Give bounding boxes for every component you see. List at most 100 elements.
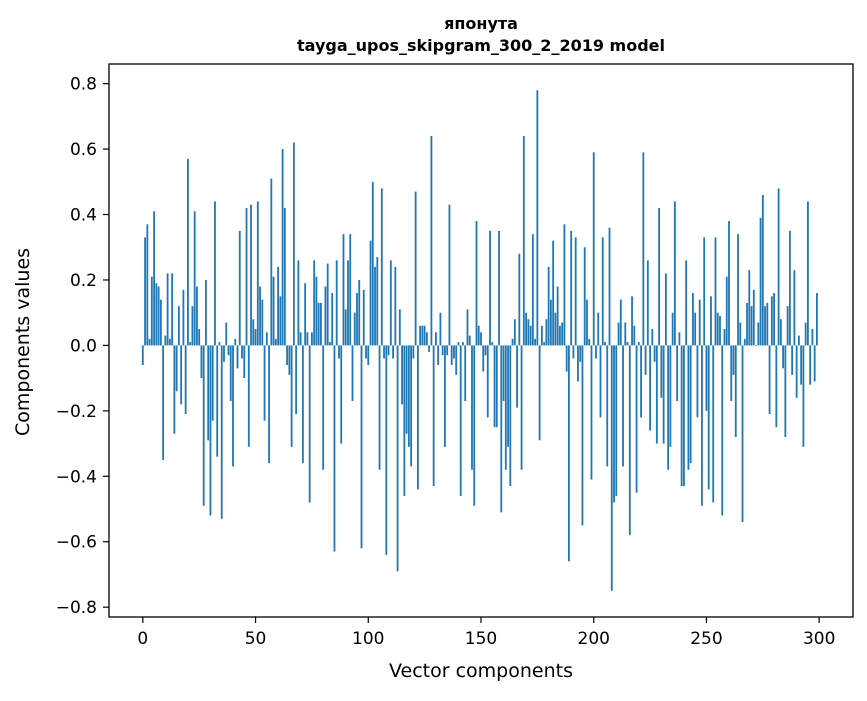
bar-34 xyxy=(218,342,221,346)
bar-72 xyxy=(304,283,307,346)
x-tick-label: 50 xyxy=(245,629,267,649)
bar-49 xyxy=(252,319,255,346)
bar-162 xyxy=(507,345,509,447)
bar-150 xyxy=(480,332,482,346)
bar-152 xyxy=(484,345,487,356)
bar-25 xyxy=(198,329,201,346)
bar-141 xyxy=(459,345,462,496)
bar-257 xyxy=(721,345,724,516)
bar-127 xyxy=(428,345,431,352)
bar-169 xyxy=(522,135,525,346)
bar-71 xyxy=(301,345,304,464)
bar-168 xyxy=(520,345,523,470)
bar-214 xyxy=(624,322,627,346)
bar-19 xyxy=(184,345,187,415)
x-tick-label: 0 xyxy=(137,629,148,649)
bar-95 xyxy=(356,293,358,346)
x-tick-label: 250 xyxy=(690,629,722,649)
bar-153 xyxy=(486,345,489,418)
bar-180 xyxy=(547,266,550,346)
x-tick-label: 150 xyxy=(465,629,497,649)
bar-199 xyxy=(590,345,593,480)
bar-172 xyxy=(529,325,532,346)
bar-13 xyxy=(171,273,174,346)
bar-116 xyxy=(403,345,406,496)
bar-275 xyxy=(761,194,764,346)
bar-37 xyxy=(225,322,228,346)
bar-87 xyxy=(338,345,340,359)
bar-228 xyxy=(655,345,658,444)
bar-212 xyxy=(619,299,622,346)
bar-243 xyxy=(689,345,692,464)
bar-16 xyxy=(177,306,180,346)
bar-296 xyxy=(809,345,812,385)
bar-96 xyxy=(358,279,361,346)
x-axis-label: Vector components xyxy=(389,660,573,682)
bar-35 xyxy=(220,345,223,519)
bar-60 xyxy=(277,266,279,346)
bar-256 xyxy=(719,315,721,346)
bar-68 xyxy=(295,345,298,415)
bar-223 xyxy=(644,345,647,375)
bar-193 xyxy=(577,345,579,382)
bar-113 xyxy=(396,345,399,572)
bar-274 xyxy=(759,217,762,346)
bar-258 xyxy=(723,329,726,346)
bar-266 xyxy=(741,345,744,523)
bar-248 xyxy=(701,345,703,506)
bar-125 xyxy=(423,325,426,346)
bar-46 xyxy=(245,207,248,346)
bar-218 xyxy=(633,325,636,346)
bar-93 xyxy=(351,345,354,402)
bar-284 xyxy=(782,345,785,369)
bar-6 xyxy=(155,283,158,346)
bar-233 xyxy=(667,345,670,470)
bar-50 xyxy=(254,329,257,346)
bar-107 xyxy=(383,345,385,359)
bar-282 xyxy=(777,188,780,346)
bar-57 xyxy=(270,178,273,346)
bar-278 xyxy=(768,345,771,415)
bar-21 xyxy=(189,342,192,346)
chart-title-line1: японута xyxy=(444,14,518,33)
bar-130 xyxy=(435,332,437,346)
bar-151 xyxy=(482,345,485,372)
bar-292 xyxy=(800,345,803,385)
bar-42 xyxy=(236,345,239,369)
bar-86 xyxy=(335,260,338,346)
bar-175 xyxy=(536,90,539,346)
bar-54 xyxy=(263,345,266,421)
bar-146 xyxy=(471,345,473,470)
bar-252 xyxy=(710,296,712,346)
bar-288 xyxy=(791,345,794,375)
bar-62 xyxy=(281,149,284,346)
y-tick-label: 0.2 xyxy=(70,271,97,291)
bar-33 xyxy=(216,345,219,457)
bar-211 xyxy=(617,322,620,346)
bar-27 xyxy=(202,345,205,506)
y-tick-label: −0.6 xyxy=(56,533,97,553)
bar-119 xyxy=(410,345,413,467)
bar-283 xyxy=(779,319,782,346)
bar-176 xyxy=(538,345,541,441)
bar-293 xyxy=(802,345,805,447)
bar-154 xyxy=(489,230,491,346)
y-tick-label: −0.4 xyxy=(56,467,97,487)
bar-135 xyxy=(446,345,449,356)
bar-15 xyxy=(175,345,178,392)
bar-63 xyxy=(283,207,286,346)
x-axis-ticks: 0 50 100 150 200 250 300 xyxy=(137,617,835,649)
bar-36 xyxy=(223,345,225,362)
bar-43 xyxy=(238,230,241,346)
bar-120 xyxy=(412,345,415,359)
bar-155 xyxy=(491,342,494,346)
y-tick-label: 0.8 xyxy=(70,75,97,95)
bar-110 xyxy=(389,260,392,346)
bar-166 xyxy=(516,345,518,408)
bar-1 xyxy=(144,237,146,346)
bar-225 xyxy=(649,345,651,431)
bar-132 xyxy=(439,312,442,346)
bar-220 xyxy=(637,342,640,346)
x-tick-label: 300 xyxy=(803,629,835,649)
